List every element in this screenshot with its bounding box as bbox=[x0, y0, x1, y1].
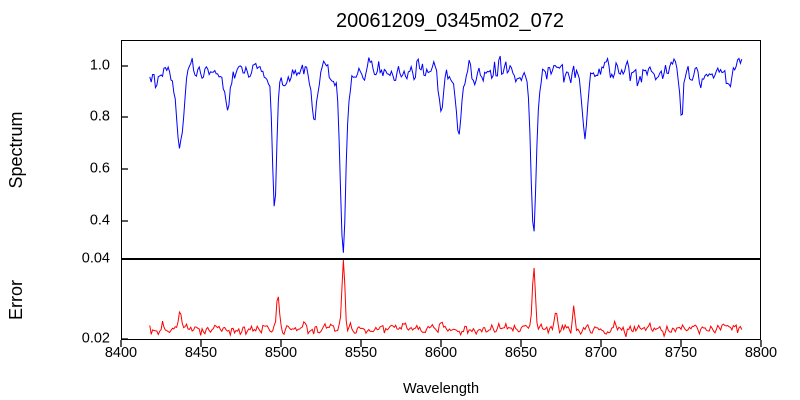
svg-text:Spectrum: Spectrum bbox=[6, 111, 26, 188]
svg-text:8800: 8800 bbox=[745, 345, 777, 361]
svg-text:Error: Error bbox=[6, 280, 26, 320]
svg-text:8450: 8450 bbox=[185, 345, 217, 361]
svg-text:20061209_0345m02_072: 20061209_0345m02_072 bbox=[336, 10, 564, 32]
svg-text:1.0: 1.0 bbox=[90, 58, 110, 74]
svg-text:8650: 8650 bbox=[505, 345, 537, 361]
svg-text:8400: 8400 bbox=[105, 345, 137, 361]
svg-text:Wavelength: Wavelength bbox=[403, 381, 479, 397]
svg-text:0.04: 0.04 bbox=[82, 251, 110, 267]
svg-text:0.6: 0.6 bbox=[90, 161, 110, 177]
svg-text:8500: 8500 bbox=[265, 345, 297, 361]
svg-text:8750: 8750 bbox=[665, 345, 697, 361]
svg-text:8550: 8550 bbox=[345, 345, 377, 361]
svg-text:8600: 8600 bbox=[425, 345, 457, 361]
svg-text:0.4: 0.4 bbox=[90, 213, 110, 229]
svg-text:0.8: 0.8 bbox=[90, 109, 110, 125]
svg-text:8700: 8700 bbox=[585, 345, 617, 361]
